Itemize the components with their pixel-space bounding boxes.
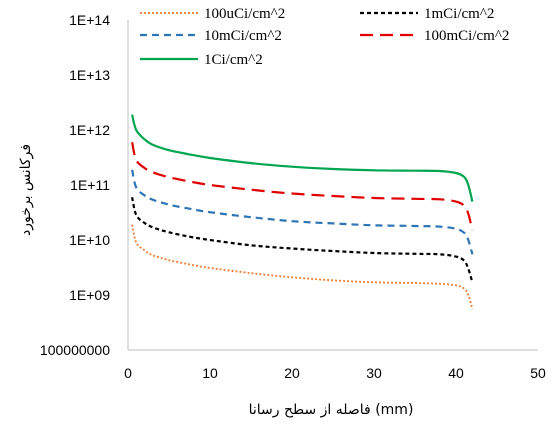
x-tick-labels: 0 10 20 30 40 50: [124, 365, 546, 381]
y-tick-label: 1E+10: [69, 232, 110, 248]
y-tick-label: 1E+09: [69, 287, 110, 303]
x-tick-label: 50: [530, 365, 546, 381]
legend-label: 1mCi/cm^2: [424, 6, 494, 22]
y-tick-labels: 100000000 1E+09 1E+10 1E+11 1E+12 1E+13 1E+14: [40, 12, 110, 358]
x-tick-label: 20: [284, 365, 300, 381]
legend-label: 10mCi/cm^2: [204, 28, 282, 44]
x-axis-title: فاصله از سطح رسانا (mm): [249, 402, 414, 418]
series-line: [131, 141, 474, 231]
legend-label: 1Ci/cm^2: [204, 52, 263, 68]
x-tick-label: 10: [202, 365, 218, 381]
series-line: [131, 224, 474, 310]
legend-label: 100uCi/cm^2: [204, 6, 285, 22]
x-tick-label: 0: [124, 365, 132, 381]
y-tick-label: 1E+13: [69, 67, 110, 83]
x-tick-label: 40: [448, 365, 464, 381]
series-layer: [131, 114, 474, 310]
legend: 100uCi/cm^2 1mCi/cm^2 10mCi/cm^2 100mCi/cm^…: [140, 6, 509, 68]
y-tick-label: 1E+12: [69, 122, 110, 138]
series-line: [131, 196, 474, 283]
y-tick-label: 100000000: [40, 342, 110, 358]
y-axis-title: فرکانس برخورد: [18, 144, 34, 236]
x-tick-label: 30: [366, 365, 382, 381]
series-line: [131, 114, 474, 202]
series-line: [131, 169, 474, 255]
legend-label: 100mCi/cm^2: [424, 28, 509, 44]
axes: [127, 20, 538, 351]
y-tick-label: 1E+11: [70, 177, 110, 193]
y-tick-label: 1E+14: [69, 12, 110, 28]
